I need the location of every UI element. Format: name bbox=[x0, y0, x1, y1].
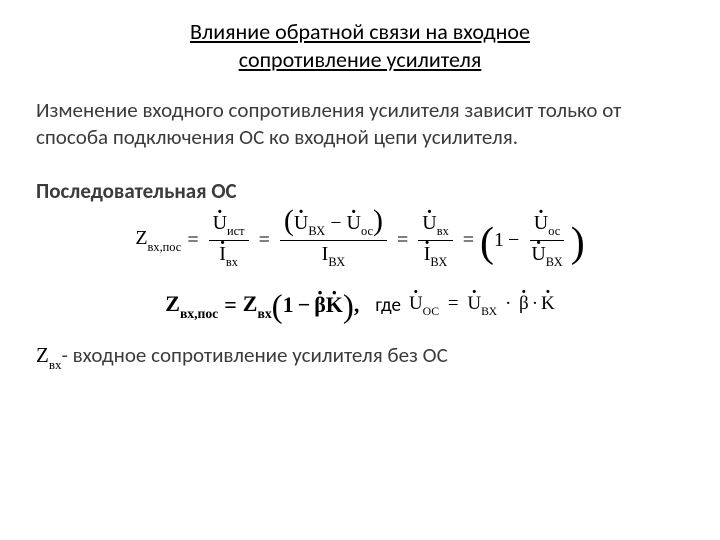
page-title: Влияние обратной связи на входное сопрот… bbox=[36, 18, 684, 73]
subheading-serial-feedback: Последовательная ОС bbox=[36, 178, 684, 204]
equals-3: = bbox=[397, 229, 408, 252]
where-text: где bbox=[375, 294, 401, 317]
formula-row-2: Zвх,пос = Zвх ( 1 − βK ) , где UОС = UВХ… bbox=[36, 291, 684, 320]
z-vx: Zвх bbox=[243, 291, 272, 320]
note-line: Zвх- входное сопротивление усилителя без… bbox=[36, 342, 684, 371]
comma: , bbox=[354, 292, 360, 318]
beta-dot: β bbox=[314, 292, 326, 318]
k-dot: K bbox=[326, 292, 343, 318]
title-line-2: сопротивление усилителя bbox=[239, 46, 482, 73]
equals-2: = bbox=[259, 229, 270, 252]
u-oc-def: UОС = UВХ · β·K bbox=[409, 293, 555, 318]
title-line-1: Влияние обратной связи на входное bbox=[190, 18, 530, 45]
equals-4: = bbox=[463, 229, 474, 252]
note-tail: - входное сопротивление усилителя без ОС bbox=[61, 342, 447, 368]
one-1: 1 bbox=[494, 229, 504, 252]
minus-2: − bbox=[294, 292, 315, 318]
frac-1: Uист Iвх bbox=[209, 212, 249, 269]
minus-1: − bbox=[504, 229, 523, 252]
z-vxpos-2: Zвх,пос bbox=[165, 291, 218, 320]
z-vxpos: Zвх,пос bbox=[135, 227, 181, 253]
equals-5: = bbox=[224, 292, 237, 318]
frac-2: (UВХ − Uос) IВХ bbox=[280, 212, 387, 269]
frac-3: Uвх IВХ bbox=[418, 212, 453, 269]
frac-4: Uос UВХ bbox=[527, 212, 566, 269]
formula-row-1: Zвх,пос = Uист Iвх = (UВХ − Uос) IВХ = U… bbox=[36, 212, 684, 269]
z-vx-inline: Zвх bbox=[36, 343, 61, 367]
one-2: 1 bbox=[283, 292, 294, 318]
intro-paragraph: Изменение входного сопротивления усилите… bbox=[36, 97, 684, 152]
equals-1: = bbox=[187, 229, 198, 252]
